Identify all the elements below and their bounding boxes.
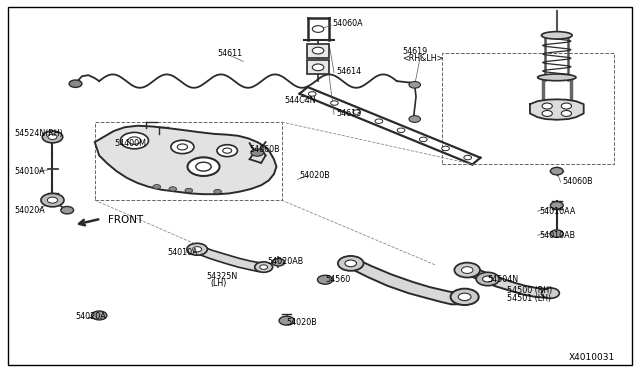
Circle shape [177,144,188,150]
Circle shape [419,137,427,142]
Circle shape [550,230,563,237]
Text: (LH): (LH) [210,279,227,288]
Text: 54524N(RH): 54524N(RH) [14,129,63,138]
Circle shape [92,311,107,320]
Text: X4010031: X4010031 [568,353,614,362]
Bar [307,44,329,58]
Circle shape [483,276,493,282]
Polygon shape [197,245,264,272]
Circle shape [317,275,333,284]
Circle shape [217,145,237,157]
Circle shape [185,188,193,193]
Text: 54560: 54560 [325,275,350,284]
Text: FRONT: FRONT [108,215,143,225]
Text: 54504N: 54504N [488,275,519,284]
Circle shape [193,247,202,252]
Circle shape [561,110,572,116]
Text: 54501 (LH): 54501 (LH) [507,294,551,303]
Circle shape [338,256,364,271]
Ellipse shape [538,74,576,81]
Circle shape [188,157,220,176]
Circle shape [128,137,141,144]
Polygon shape [351,257,466,304]
Bar [307,60,329,74]
Circle shape [312,47,324,54]
Polygon shape [95,126,276,194]
Circle shape [353,110,360,114]
Circle shape [409,116,420,122]
Text: 54060B: 54060B [250,145,280,154]
Text: 54020AB: 54020AB [268,257,304,266]
Circle shape [69,80,82,87]
Circle shape [251,149,264,156]
Circle shape [171,140,194,154]
Circle shape [345,260,356,267]
Circle shape [153,185,161,189]
Circle shape [542,110,552,116]
Polygon shape [467,265,550,298]
Circle shape [223,148,232,153]
Bar [442,53,614,164]
Circle shape [461,267,473,273]
Circle shape [464,155,472,160]
Circle shape [542,103,552,109]
Text: 54060A: 54060A [333,19,364,28]
Text: 54614: 54614 [336,67,361,76]
Text: 54060B: 54060B [562,177,593,186]
Circle shape [409,81,420,88]
Circle shape [312,64,324,71]
Circle shape [279,316,294,325]
Circle shape [48,134,57,140]
Circle shape [312,26,324,32]
Text: 54020A: 54020A [76,312,106,321]
Circle shape [458,293,471,301]
Circle shape [61,206,74,214]
Bar [95,122,282,200]
Text: 54020B: 54020B [300,171,330,180]
Circle shape [454,263,480,278]
Ellipse shape [541,32,572,39]
Text: 54020B: 54020B [287,318,317,327]
Circle shape [442,146,449,151]
Circle shape [375,119,383,124]
Circle shape [255,262,273,272]
Circle shape [196,162,211,171]
Circle shape [561,103,572,109]
Text: <RH&LH>: <RH&LH> [402,54,444,63]
Circle shape [272,259,285,266]
Circle shape [47,197,58,203]
Circle shape [260,265,268,269]
Circle shape [451,289,479,305]
Circle shape [214,189,221,194]
Circle shape [187,243,207,255]
Circle shape [397,128,405,132]
Circle shape [120,132,148,149]
Text: 54020A: 54020A [14,206,45,215]
Text: 54325N: 54325N [206,272,237,280]
Circle shape [550,202,563,209]
Text: 54010A: 54010A [168,248,198,257]
Text: 54613: 54613 [336,109,361,118]
Text: 54010A: 54010A [14,167,45,176]
Circle shape [331,101,339,105]
Text: 54400M: 54400M [114,139,146,148]
Circle shape [541,288,559,298]
Text: 54619: 54619 [402,47,427,56]
Circle shape [308,92,316,96]
Circle shape [42,131,63,143]
Circle shape [550,167,563,175]
Text: 544C4N: 544C4N [285,96,316,105]
Text: 54010AA: 54010AA [539,207,575,216]
Text: 54611: 54611 [218,49,243,58]
Circle shape [41,193,64,207]
Text: 54500 (RH): 54500 (RH) [507,286,552,295]
Text: 54010AB: 54010AB [539,231,575,240]
Circle shape [476,272,499,286]
Circle shape [169,187,177,191]
Polygon shape [530,99,584,120]
